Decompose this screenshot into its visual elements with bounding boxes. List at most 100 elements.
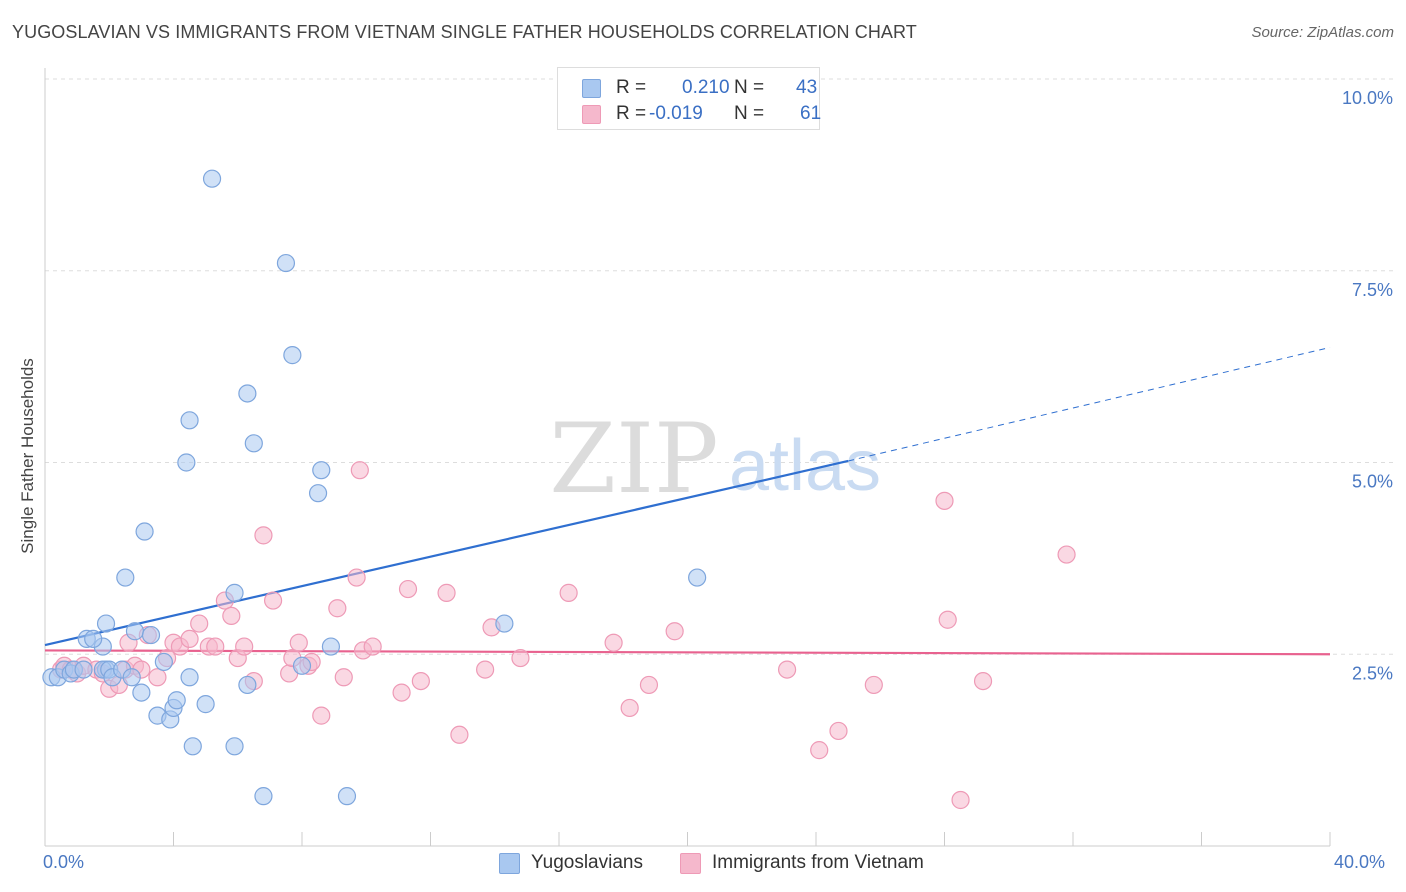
trend-lines: [44, 346, 1331, 656]
legend-n-label: N =: [734, 103, 765, 124]
yugoslavian-point: [495, 614, 514, 633]
yugoslavian-point: [177, 453, 196, 472]
yugoslavian-point: [225, 583, 244, 602]
vietnam-point: [620, 698, 639, 718]
y-tick-label: 10.0%: [1342, 88, 1393, 108]
vietnam-point: [973, 671, 993, 691]
vietnam-point: [935, 491, 954, 510]
legend-r-value: 0.210: [682, 77, 730, 98]
yugoslavian-point: [308, 484, 328, 503]
legend-swatch-blue: [499, 853, 520, 874]
vietnam-point: [938, 610, 957, 629]
y-tick-label: 7.5%: [1352, 280, 1393, 300]
x-tick-label-max: 40.0%: [1334, 852, 1386, 872]
yugoslavian-point: [254, 787, 273, 806]
yugoslavian-point: [283, 346, 302, 365]
vietnam-point: [476, 660, 495, 679]
vietnam-point: [951, 790, 970, 810]
y-tick-label: 2.5%: [1352, 663, 1393, 683]
watermark: ZIP atlas: [549, 403, 881, 515]
legend-n-label: N =: [734, 77, 765, 98]
yugoslavian-point: [312, 461, 331, 480]
vietnam-point: [864, 675, 883, 695]
vietnam-point: [411, 671, 430, 691]
vietnam-point: [639, 675, 659, 695]
vietnam-point: [450, 725, 469, 744]
vietnam-point: [254, 526, 273, 545]
vietnam-point: [206, 637, 225, 656]
source-label: Source: ZipAtlas.com: [1251, 24, 1394, 41]
yugoslavian-trend-extension: [848, 346, 1331, 462]
vietnam-point: [289, 633, 308, 652]
yugoslavian-point: [84, 629, 103, 649]
yugoslavian-point: [141, 625, 161, 645]
x-tick-label-min: 0.0%: [43, 852, 85, 872]
yugoslavian-trend-line: [44, 459, 849, 647]
yugoslavian-point: [180, 668, 199, 687]
gridlines: [45, 78, 1394, 655]
vietnam-point: [1057, 545, 1076, 564]
yugoslavian-point: [244, 434, 263, 453]
yugoslavian-point: [238, 384, 257, 403]
vietnam-point: [263, 591, 283, 610]
vietnam-point: [511, 648, 530, 668]
vietnam-point: [665, 622, 684, 641]
legend-r-label: R =: [616, 77, 647, 98]
yugoslavian-point: [132, 683, 151, 702]
yugoslavian-point: [135, 522, 154, 541]
yugoslavian-point: [122, 668, 141, 687]
legend-n-value: 43: [796, 77, 818, 98]
vietnam-point: [334, 668, 353, 687]
correlation-legend: R = 0.210 N = 43 R = -0.019 N = 61: [557, 67, 822, 130]
watermark-zip: ZIP: [549, 403, 718, 515]
vietnam-point: [328, 599, 347, 618]
yugoslavian-point: [688, 568, 707, 587]
yugoslavian-point: [74, 660, 93, 679]
vietnam-point: [190, 614, 209, 633]
watermark-atlas: atlas: [729, 426, 881, 506]
vietnam-point: [347, 568, 366, 587]
y-tick-labels: 2.5% 5.0% 7.5% 10.0%: [1342, 88, 1393, 683]
vietnam-point: [350, 461, 369, 480]
chart-title: YUGOSLAVIAN VS IMMIGRANTS FROM VIETNAM S…: [12, 22, 917, 42]
vietnam-point: [829, 721, 848, 741]
legend-swatch-pink: [582, 105, 601, 124]
yugoslavian-point: [183, 737, 202, 756]
legend-r-label: R =: [616, 103, 647, 124]
yugoslavian-point: [238, 675, 257, 695]
vietnam-point: [604, 633, 623, 652]
vietnam-point: [180, 629, 199, 649]
yugoslavian-point: [292, 656, 312, 675]
legend-series-name: Yugoslavians: [531, 852, 643, 873]
legend-swatch-pink: [680, 853, 701, 874]
legend-swatch-blue: [582, 79, 601, 98]
yugoslavian-point: [167, 691, 186, 710]
yugoslavian-point: [116, 568, 135, 587]
axes: [44, 68, 1331, 847]
vietnam-point: [235, 637, 254, 656]
vietnam-point: [810, 741, 829, 760]
yugoslavian-point: [125, 622, 145, 641]
yugoslavian-point: [180, 411, 199, 430]
vietnam-point: [392, 683, 411, 702]
yugoslavian-point: [96, 614, 116, 633]
vietnam-point: [312, 706, 331, 725]
yugoslavian-point: [225, 737, 244, 756]
vietnam-point: [398, 579, 418, 599]
vietnam-point: [777, 660, 797, 679]
vietnam-point: [148, 668, 167, 687]
vietnam-point: [363, 637, 382, 656]
y-tick-label: 5.0%: [1352, 472, 1393, 492]
legend-n-value: 61: [800, 103, 822, 124]
yugoslavian-point: [276, 253, 296, 273]
yugoslavian-point: [337, 787, 357, 806]
data-points: [42, 169, 1076, 810]
vietnam-point: [559, 583, 578, 602]
yugoslavian-point: [196, 695, 215, 714]
yugoslavian-point: [321, 637, 341, 656]
yugoslavian-point: [154, 652, 173, 672]
legend-r-value: -0.019: [649, 103, 703, 124]
vietnam-trend-line: [44, 649, 1331, 656]
legend-series-name: Immigrants from Vietnam: [712, 852, 924, 873]
